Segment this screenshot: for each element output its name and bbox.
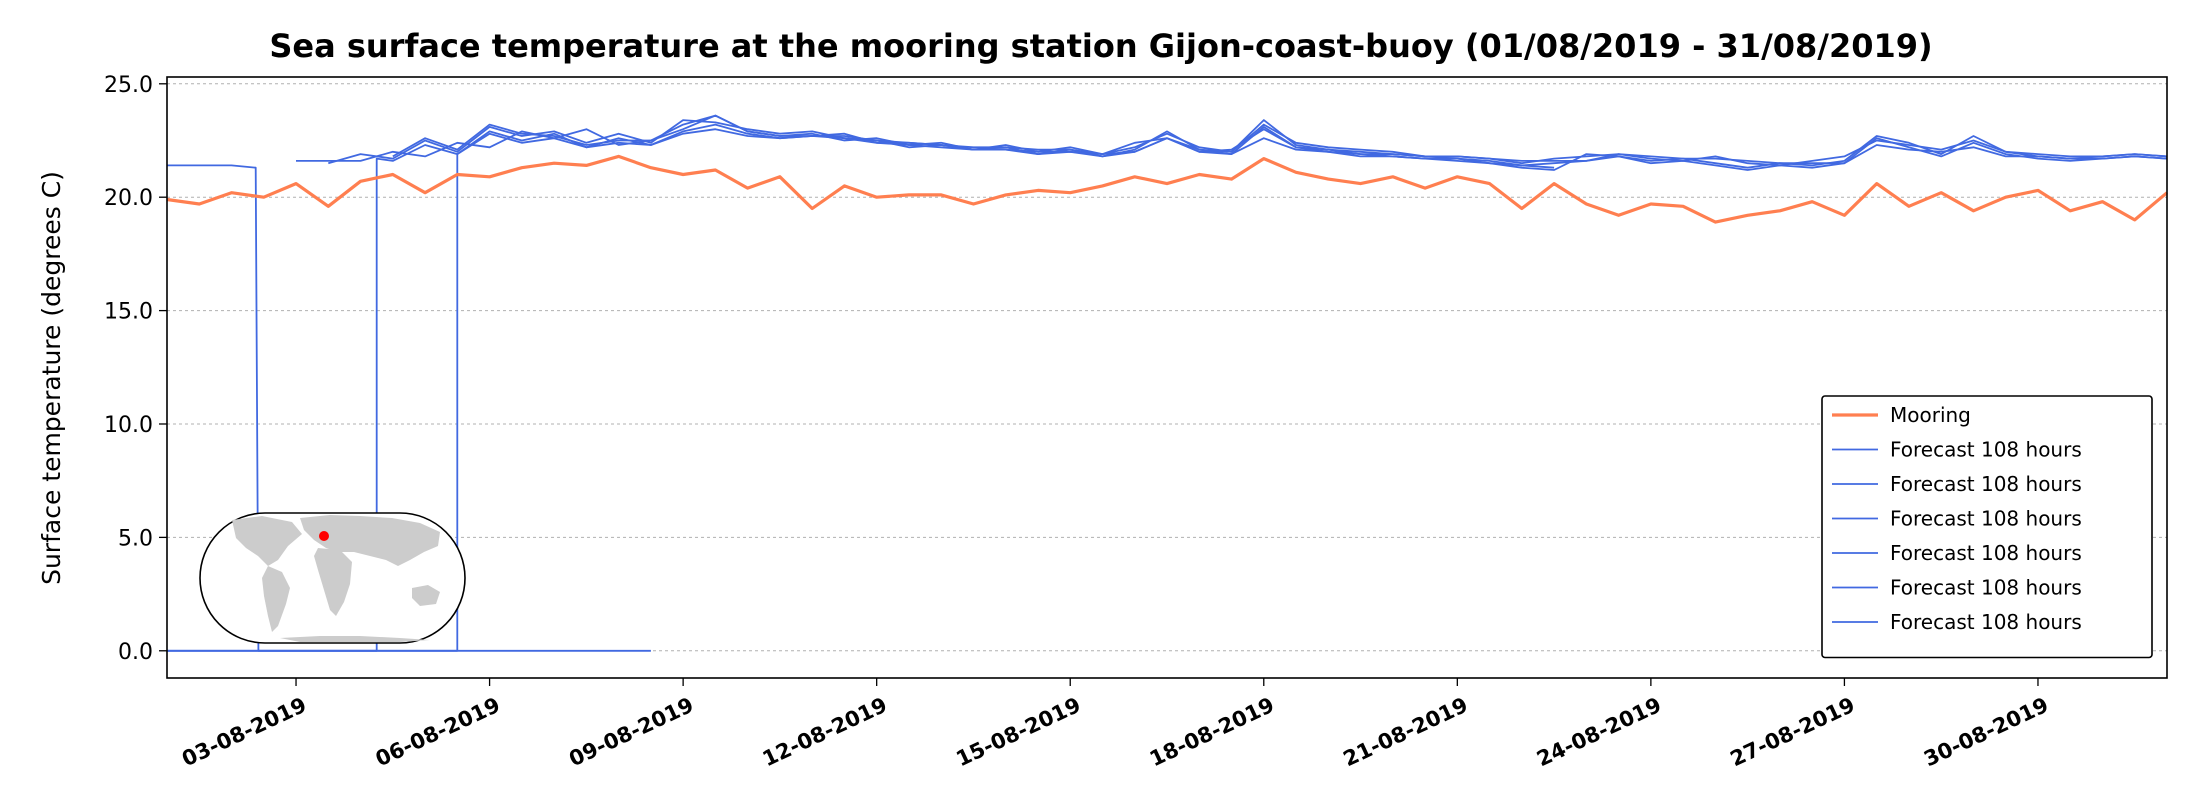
x-tick-label: 06-08-2019 <box>372 693 504 772</box>
legend-label: Forecast 108 hours <box>1890 576 2082 600</box>
y-axis-label: Surface temperature (degrees C) <box>37 171 66 585</box>
y-tick-label: 15.0 <box>104 300 153 325</box>
world-map-icon <box>412 585 440 606</box>
x-tick-label: 27-08-2019 <box>1727 693 1859 772</box>
inset-map <box>199 512 466 644</box>
legend: Mooring Forecast 108 hours Forecast 108 ho… <box>1821 395 2153 659</box>
x-tick-label: 24-08-2019 <box>1533 693 1665 772</box>
forecast-series-line <box>167 128 1555 652</box>
chart-title: Sea surface temperature at the mooring s… <box>269 27 1932 65</box>
y-tick-label: 20.0 <box>104 186 153 211</box>
world-map-icon <box>300 515 440 566</box>
legend-label: Forecast 108 hours <box>1890 507 2082 531</box>
forecast-series-line <box>392 114 2168 169</box>
y-tick-label: 5.0 <box>118 526 153 551</box>
forecast-series-line <box>167 123 2168 652</box>
plot-frame <box>166 76 2168 679</box>
world-map-icon <box>232 516 302 566</box>
legend-box <box>1821 395 2153 659</box>
series-layer <box>166 114 2169 652</box>
x-tick-label: 15-08-2019 <box>952 693 1084 772</box>
world-map-icon <box>262 566 290 632</box>
y-tick-label: 0.0 <box>118 640 153 665</box>
world-map-icon <box>314 548 352 616</box>
x-tick-label: 18-08-2019 <box>1146 693 1278 772</box>
station-marker-icon <box>319 531 329 541</box>
x-tick-label: 30-08-2019 <box>1920 693 2052 772</box>
mooring-series-line <box>166 154 2169 224</box>
world-map-icon <box>280 636 430 642</box>
x-tick-label: 12-08-2019 <box>759 693 891 772</box>
x-tick-label: 09-08-2019 <box>565 693 697 772</box>
x-tick-label: 03-08-2019 <box>178 693 310 772</box>
legend-label: Forecast 108 hours <box>1890 610 2082 634</box>
forecast-series-line <box>296 114 2168 165</box>
legend-label: Forecast 108 hours <box>1890 541 2082 565</box>
y-tick-label: 25.0 <box>104 73 153 98</box>
x-tick-label: 21-08-2019 <box>1340 693 1472 772</box>
legend-label: Forecast 108 hours <box>1890 438 2082 462</box>
legend-label: Mooring <box>1890 403 1971 427</box>
y-tick-label: 10.0 <box>104 413 153 438</box>
legend-label: Forecast 108 hours <box>1890 472 2082 496</box>
